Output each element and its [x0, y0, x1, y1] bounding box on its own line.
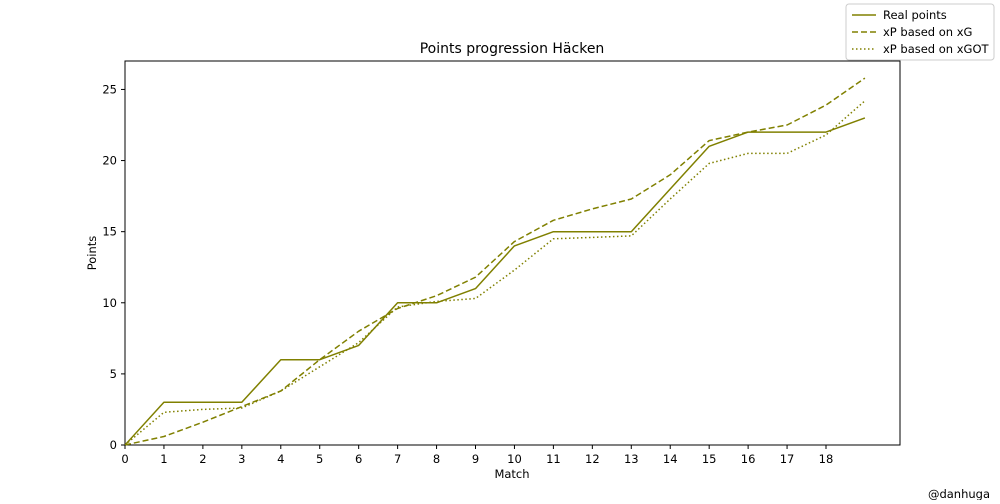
y-tick-label: 15	[102, 225, 117, 239]
series-line-2	[124, 77, 866, 446]
legend-box	[845, 3, 995, 61]
plot-frame	[124, 60, 901, 446]
series-line-3	[124, 100, 866, 446]
x-tick-label: 13	[624, 452, 639, 466]
x-tick-label: 1	[160, 452, 167, 466]
y-axis-ticks: 0 5 10 15 20 25	[102, 82, 125, 452]
x-tick-label: 0	[121, 452, 128, 466]
legend-label-1: Real points	[883, 8, 947, 22]
x-tick-label: 6	[355, 452, 362, 466]
y-axis-label: Points	[85, 236, 99, 271]
x-tick-label: 15	[702, 452, 717, 466]
x-tick-label: 3	[238, 452, 245, 466]
x-tick-label: 18	[819, 452, 834, 466]
x-tick-label: 10	[507, 452, 522, 466]
y-tick-label: 5	[110, 367, 117, 381]
legend: Real points xP based on xG xP based on xGO…	[845, 3, 995, 61]
x-tick-label: 16	[741, 452, 756, 466]
x-tick-label: 12	[585, 452, 600, 466]
x-tick-label: 4	[277, 452, 284, 466]
x-tick-label: 2	[199, 452, 206, 466]
credit-text: @danhuga	[928, 487, 990, 500]
x-tick-label: 8	[433, 452, 440, 466]
legend-label-3: xP based on xGOT	[883, 42, 990, 56]
chart-title: Points progression Häcken	[420, 41, 605, 57]
y-tick-label: 20	[102, 154, 117, 168]
y-tick-label: 0	[110, 438, 117, 452]
legend-label-2: xP based on xG	[883, 25, 972, 39]
x-tick-label: 17	[780, 452, 795, 466]
x-tick-label: 7	[394, 452, 401, 466]
x-tick-label: 5	[316, 452, 323, 466]
plot-area	[124, 60, 901, 446]
x-axis-ticks: 0 1 2 3 4 5 6 7 8 9 10 11 12 13 14 15 16 17 18	[121, 445, 833, 466]
series-line-1	[124, 117, 866, 446]
x-axis-label: Match	[494, 467, 529, 481]
series-layer	[124, 77, 866, 446]
x-tick-label: 11	[546, 452, 561, 466]
y-tick-label: 10	[102, 296, 117, 310]
y-tick-label: 25	[102, 82, 117, 96]
x-tick-label: 9	[472, 452, 479, 466]
x-tick-label: 14	[663, 452, 678, 466]
